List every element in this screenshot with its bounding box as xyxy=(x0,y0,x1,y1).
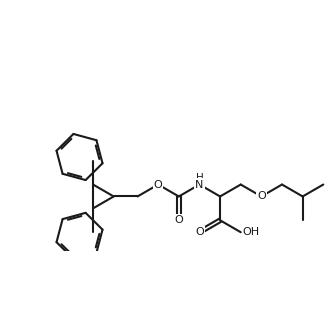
Text: N: N xyxy=(195,180,204,189)
Text: O: O xyxy=(175,215,183,225)
Text: O: O xyxy=(154,180,163,189)
Text: OH: OH xyxy=(243,227,259,237)
Text: H: H xyxy=(196,173,203,183)
Text: O: O xyxy=(195,227,204,237)
Text: O: O xyxy=(257,191,266,201)
